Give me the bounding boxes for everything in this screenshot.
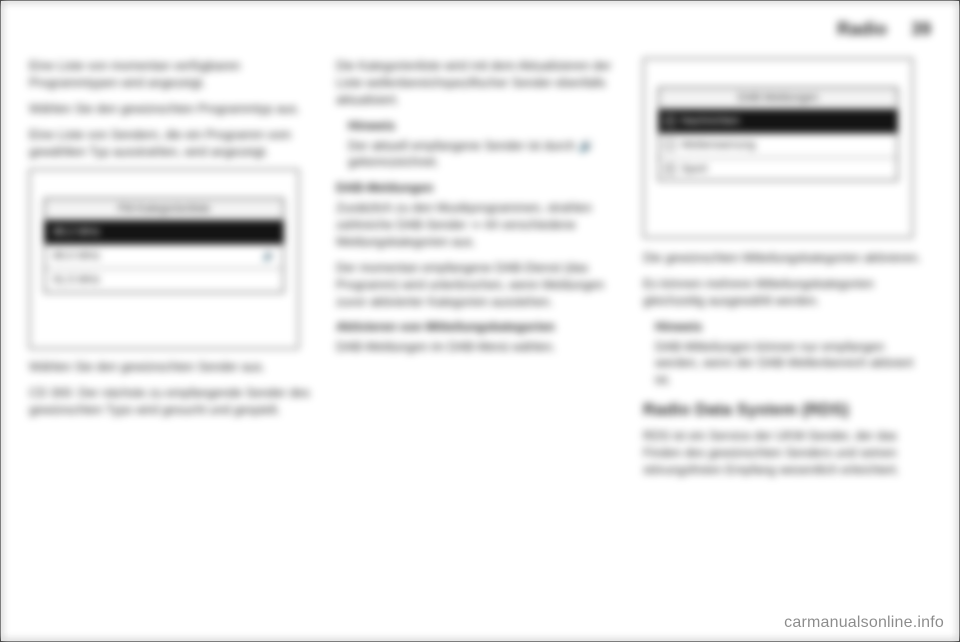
col2-p2: Zusätzlich zu den Musikprogrammen, strah… [336,200,619,251]
checkbox-checked-icon: ✓ [665,116,675,126]
content-columns: Eine Liste von momentan verfügbaren Prog… [29,58,931,488]
header-page-number: 39 [911,19,931,40]
col2-p3: Der momentan empfangene DAB-Dienst (das … [336,260,619,311]
fm-screenshot: FM-Kategorienliste 88.2 MHz 89.0 MHz 🔊 9… [29,169,299,349]
fm-row: 89.0 MHz 🔊 [45,245,283,269]
dab-row: Wetterwarnung [659,134,897,158]
page: Radio 39 Eine Liste von momentan verfügb… [0,0,960,642]
activate-heading: Aktivieren von Mitteilungskategorien [336,319,619,336]
dab-list-title: DAB-Meldungen [659,88,897,110]
header-section-title: Radio [837,19,887,40]
dab-heading: DAB-Meldungen [336,180,619,197]
dab-row-label: Wetterwarnung [681,138,755,153]
col2-p1: Die Kategorienliste wird mit dem Aktuali… [336,58,619,109]
fm-row-label: 91.5 MHz [53,273,100,288]
checkbox-unchecked-icon [665,140,675,150]
col3-p1: Die gewünschten Mitteilungskategorien ak… [643,250,926,267]
note-heading: Hinweis [348,118,619,135]
col1-p2: Wählen Sie den gewünschten Programmtyp a… [29,101,312,118]
col1-p1: Eine Liste von momentan verfügbaren Prog… [29,58,312,92]
dab-list: DAB-Meldungen ✓ Nachrichten Wetterwarnun… [658,87,898,181]
col1-p4: Wählen Sie den gewünschten Sender aus. [29,359,312,376]
note-text: DAB-Mitteilungen können nur empfangen we… [655,339,926,390]
dab-screenshot: DAB-Meldungen ✓ Nachrichten Wetterwarnun… [643,58,913,238]
note-block: Hinweis Der aktuell empfangene Sender is… [336,118,619,172]
dab-row-label: Nachrichten [681,114,740,129]
dab-row-selected: ✓ Nachrichten [659,110,897,134]
col2-p4: DAB-Meldungen im DAB-Menü wählen. [336,339,619,356]
column-1: Eine Liste von momentan verfügbaren Prog… [29,58,312,488]
column-2: Die Kategorienliste wird mit dem Aktuali… [336,58,619,488]
speaker-icon: 🔊 [263,250,275,264]
dab-row: ✓ Sport [659,158,897,181]
note-block: Hinweis DAB-Mitteilungen können nur empf… [643,319,926,390]
fm-list: FM-Kategorienliste 88.2 MHz 89.0 MHz 🔊 9… [44,198,284,292]
dab-row-label: Sport [681,162,707,177]
page-header: Radio 39 [29,19,931,40]
note-heading: Hinweis [655,319,926,336]
fm-row-label: 89.0 MHz [53,249,100,264]
col1-p3: Eine Liste von Sendern, die ein Programm… [29,127,312,161]
note-text: Der aktuell empfangene Sender ist durch … [348,138,619,172]
checkbox-checked-icon: ✓ [665,164,675,174]
col1-p5: CD 300: Der nächste zu empfangende Sende… [29,385,312,419]
fm-row: 91.5 MHz [45,269,283,292]
rds-heading: Radio Data System (RDS) [643,399,926,422]
column-3: DAB-Meldungen ✓ Nachrichten Wetterwarnun… [643,58,926,488]
fm-row-selected: 88.2 MHz [45,221,283,245]
col3-p2: Es können mehrere Mitteilungskategorien … [643,276,926,310]
fm-list-title: FM-Kategorienliste [45,199,283,221]
fm-row-label: 88.2 MHz [53,225,100,240]
col3-p3: RDS ist ein Service der UKW-Sender, der … [643,428,926,479]
